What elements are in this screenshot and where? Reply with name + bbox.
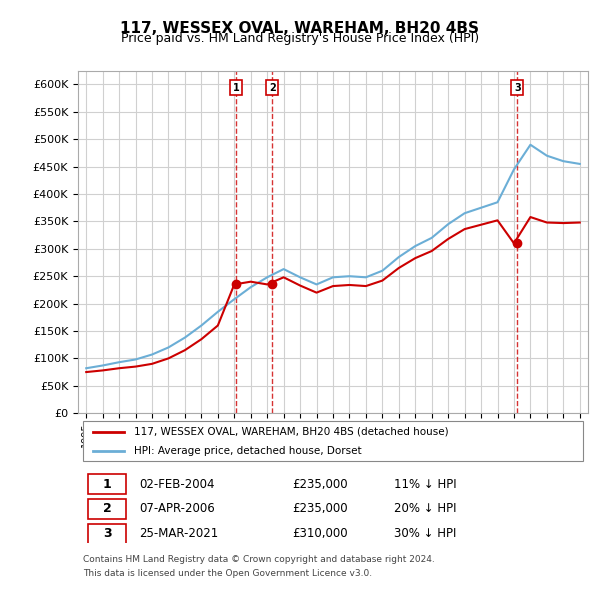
Text: £235,000: £235,000 bbox=[292, 477, 348, 490]
Text: 3: 3 bbox=[103, 527, 112, 540]
Text: Contains HM Land Registry data © Crown copyright and database right 2024.: Contains HM Land Registry data © Crown c… bbox=[83, 555, 435, 563]
Text: 25-MAR-2021: 25-MAR-2021 bbox=[139, 527, 218, 540]
Text: 30% ↓ HPI: 30% ↓ HPI bbox=[394, 527, 457, 540]
Text: 02-FEB-2004: 02-FEB-2004 bbox=[139, 477, 215, 490]
Text: 11% ↓ HPI: 11% ↓ HPI bbox=[394, 477, 457, 490]
FancyBboxPatch shape bbox=[88, 474, 127, 494]
Text: Price paid vs. HM Land Registry's House Price Index (HPI): Price paid vs. HM Land Registry's House … bbox=[121, 32, 479, 45]
Text: This data is licensed under the Open Government Licence v3.0.: This data is licensed under the Open Gov… bbox=[83, 569, 372, 578]
FancyBboxPatch shape bbox=[88, 524, 127, 544]
Text: 117, WESSEX OVAL, WAREHAM, BH20 4BS: 117, WESSEX OVAL, WAREHAM, BH20 4BS bbox=[121, 21, 479, 35]
FancyBboxPatch shape bbox=[88, 499, 127, 519]
Text: 117, WESSEX OVAL, WAREHAM, BH20 4BS (detached house): 117, WESSEX OVAL, WAREHAM, BH20 4BS (det… bbox=[134, 427, 449, 437]
Text: 2: 2 bbox=[103, 503, 112, 516]
Text: 1: 1 bbox=[233, 83, 239, 93]
Text: £235,000: £235,000 bbox=[292, 503, 348, 516]
FancyBboxPatch shape bbox=[83, 421, 583, 461]
Text: 1: 1 bbox=[103, 477, 112, 490]
Text: 07-APR-2006: 07-APR-2006 bbox=[139, 503, 215, 516]
Text: 3: 3 bbox=[514, 83, 521, 93]
Text: 20% ↓ HPI: 20% ↓ HPI bbox=[394, 503, 457, 516]
Text: £310,000: £310,000 bbox=[292, 527, 348, 540]
Text: HPI: Average price, detached house, Dorset: HPI: Average price, detached house, Dors… bbox=[134, 446, 362, 456]
Text: 2: 2 bbox=[269, 83, 275, 93]
